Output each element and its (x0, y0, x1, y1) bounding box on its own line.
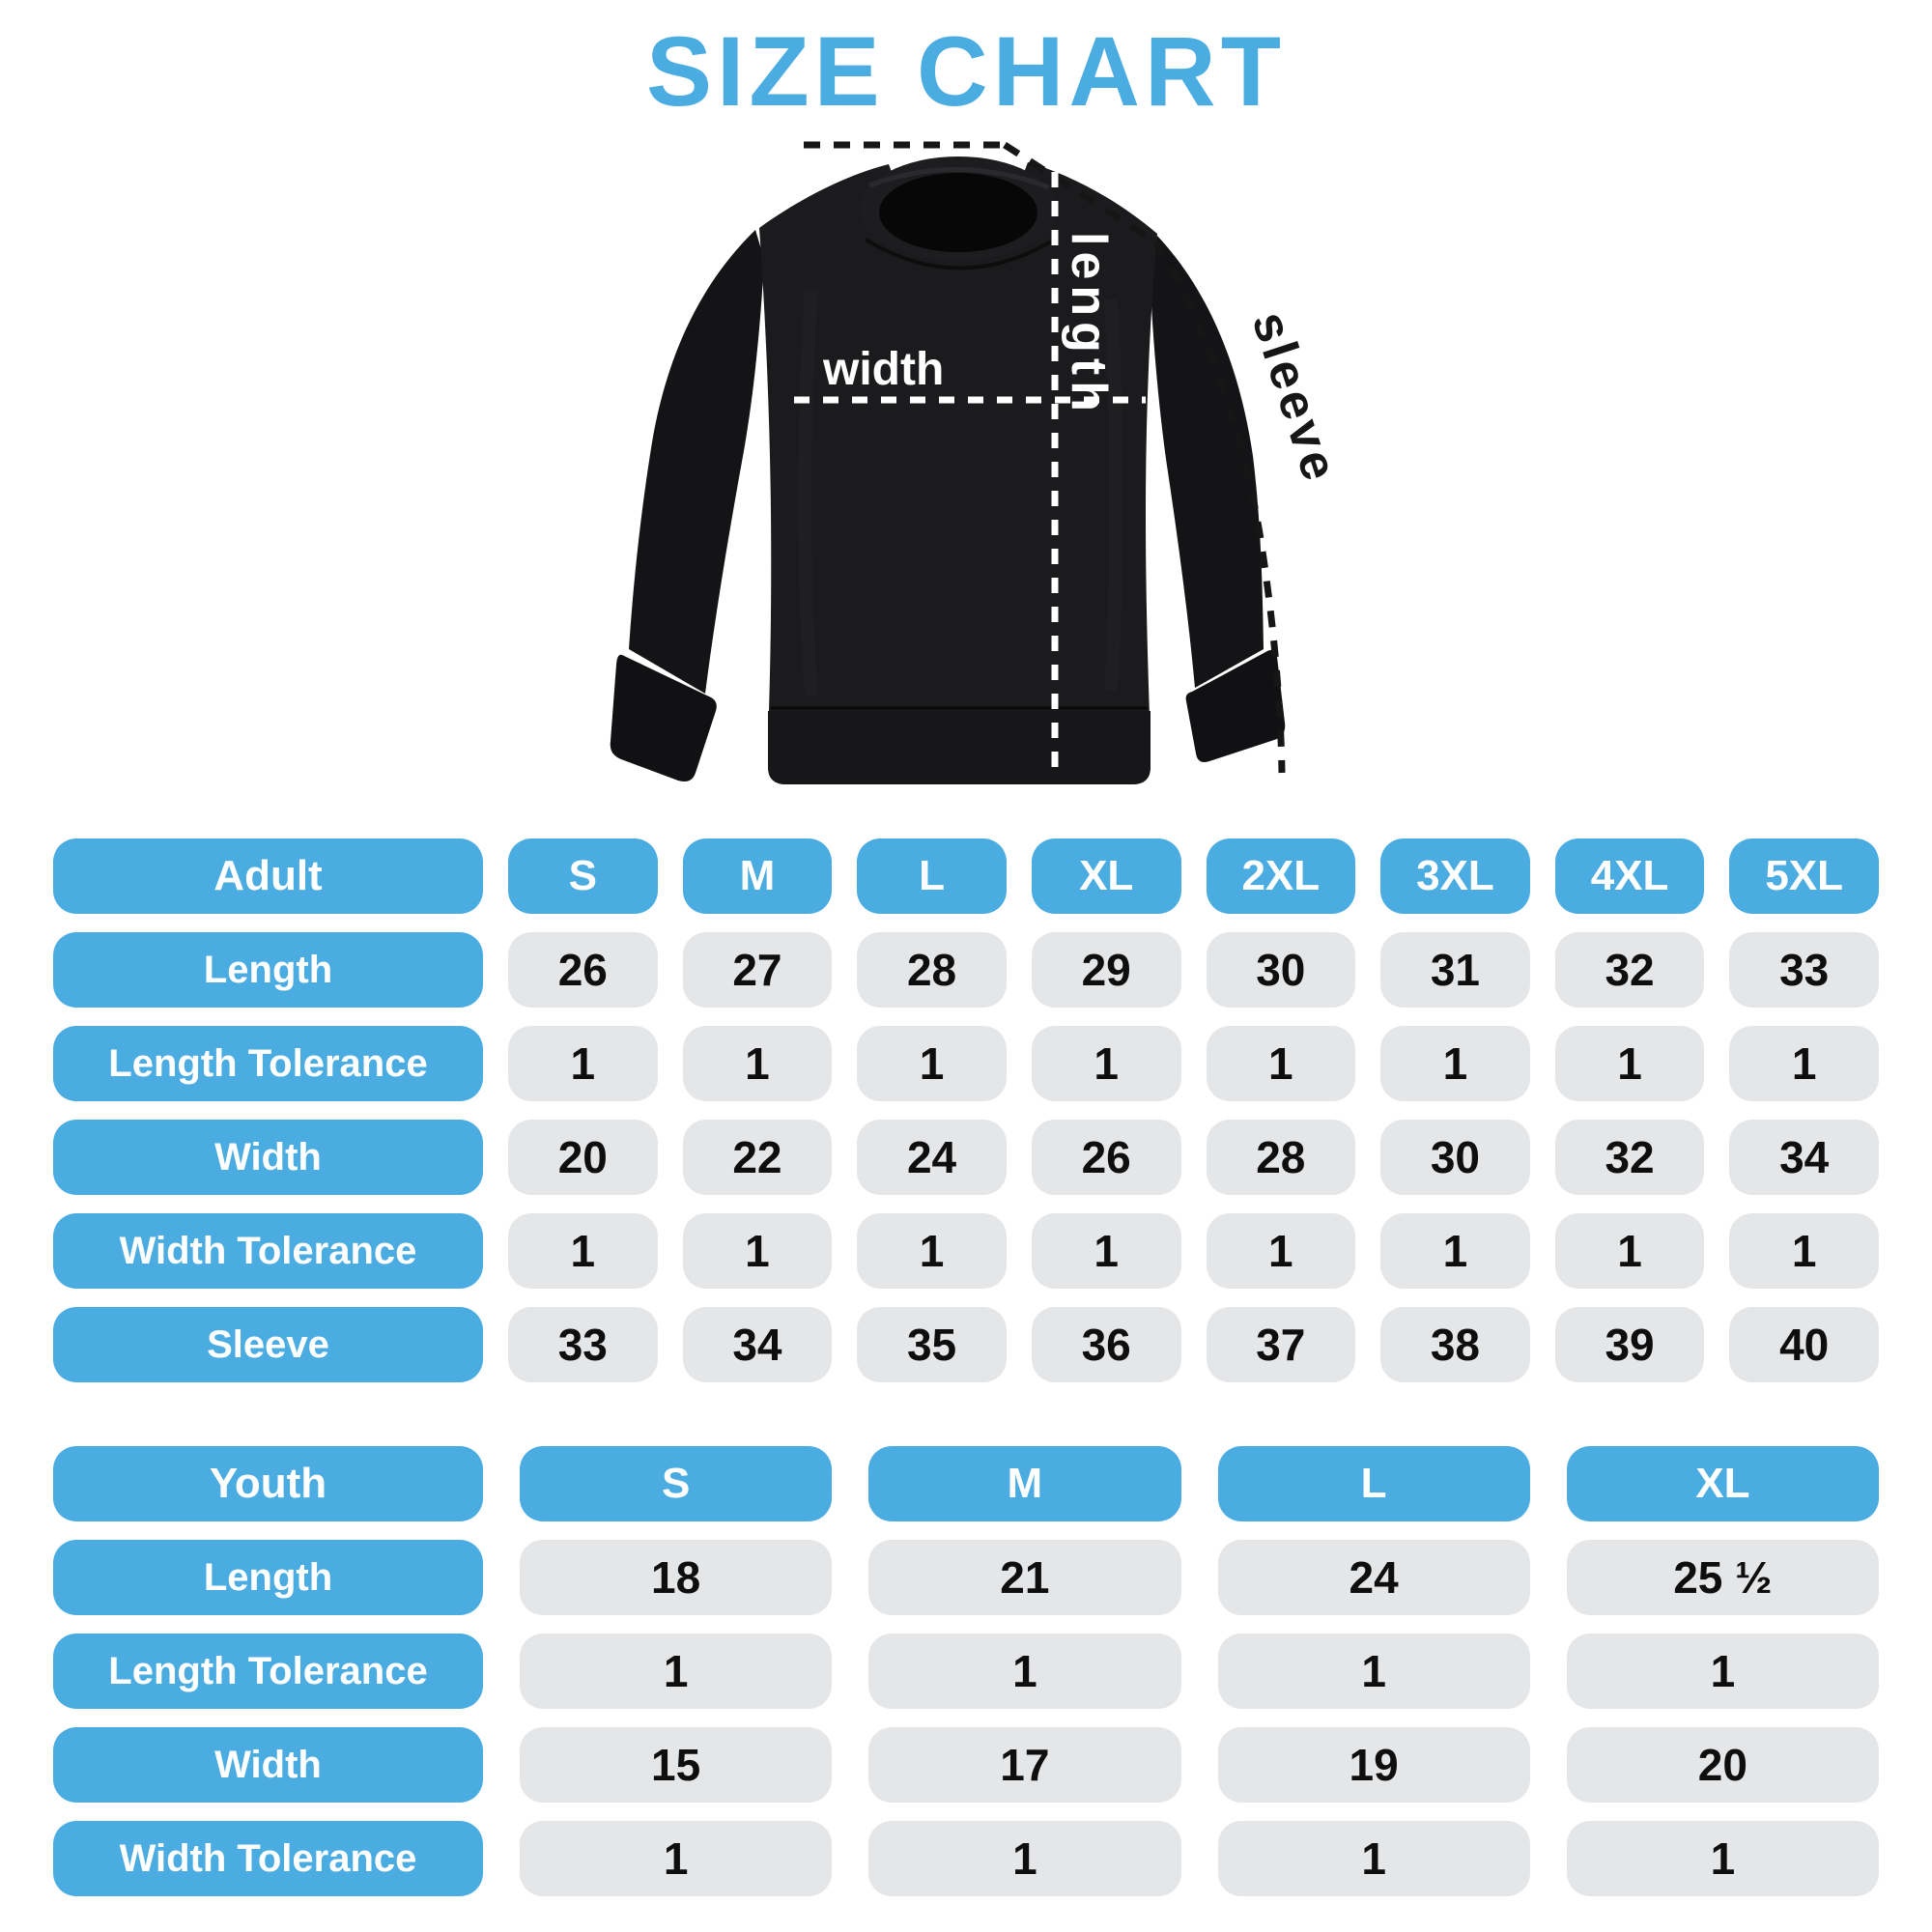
adult-value-cell: 1 (857, 1213, 1007, 1289)
sweatshirt-hem (768, 711, 1151, 784)
adult-value-cell: 1 (682, 1213, 833, 1289)
youth-value-cell: 1 (868, 1821, 1181, 1896)
adult-size-header: 2XL (1206, 838, 1356, 914)
youth-value-cell: 17 (868, 1727, 1181, 1803)
adult-value-cell: 1 (1031, 1213, 1181, 1289)
adult-value-cell: 1 (1554, 1026, 1705, 1101)
adult-value-cell: 33 (508, 1307, 658, 1382)
adult-size-header: L (857, 838, 1007, 914)
adult-value-cell: 1 (1554, 1213, 1705, 1289)
youth-size-header: L (1217, 1446, 1530, 1521)
youth-row-label: Length Tolerance (53, 1634, 483, 1709)
youth-value-cell: 1 (520, 1821, 833, 1896)
adult-value-cell: 30 (1206, 932, 1356, 1008)
adult-size-header: 4XL (1554, 838, 1705, 914)
adult-value-cell: 39 (1554, 1307, 1705, 1382)
youth-value-cell: 24 (1217, 1540, 1530, 1615)
adult-value-cell: 1 (1206, 1213, 1356, 1289)
adult-value-cell: 1 (1380, 1026, 1530, 1101)
adult-row-label: Width Tolerance (53, 1213, 483, 1289)
sleeve-measure-label: sleeve (1241, 305, 1350, 491)
adult-value-cell: 1 (1380, 1213, 1530, 1289)
adult-value-cell: 26 (1031, 1120, 1181, 1195)
adult-value-cell: 32 (1554, 1120, 1705, 1195)
adult-value-cell: 22 (682, 1120, 833, 1195)
fabric-fold-left (798, 289, 818, 696)
adult-value-cell: 38 (1380, 1307, 1530, 1382)
youth-row-label: Width Tolerance (53, 1821, 483, 1896)
adult-value-cell: 1 (508, 1213, 658, 1289)
adult-value-cell: 1 (1206, 1026, 1356, 1101)
youth-value-cell: 18 (520, 1540, 833, 1615)
youth-row-label: Length (53, 1540, 483, 1615)
sleeve-measure-line (1003, 142, 1286, 774)
youth-value-cell: 1 (868, 1634, 1181, 1709)
adult-value-cell: 1 (857, 1026, 1007, 1101)
adult-value-cell: 1 (1729, 1026, 1879, 1101)
youth-size-header: M (868, 1446, 1181, 1521)
fabric-fold-right (1104, 298, 1123, 692)
youth-size-table: Youth S M L XL Length 18 21 24 25 ½ Length Toleran… (53, 1446, 1879, 1896)
adult-size-table: Adult S M L XL 2XL 3XL 4XL 5XL Length 26 27 28 29 30 31… (53, 838, 1879, 1382)
adult-row-label: Length Tolerance (53, 1026, 483, 1101)
adult-value-cell: 30 (1380, 1120, 1530, 1195)
youth-value-cell: 15 (520, 1727, 833, 1803)
collar-seam (864, 238, 1053, 270)
adult-value-cell: 28 (857, 932, 1007, 1008)
sweatshirt-right-sleeve (1150, 236, 1264, 688)
youth-value-cell: 19 (1217, 1727, 1530, 1803)
youth-value-cell: 1 (1217, 1821, 1530, 1896)
adult-size-header: 5XL (1729, 838, 1879, 914)
adult-value-cell: 33 (1729, 932, 1879, 1008)
adult-value-cell: 24 (857, 1120, 1007, 1195)
collar-rim-highlight (868, 167, 1050, 190)
sweatshirt-left-cuff (610, 654, 717, 781)
youth-value-cell: 1 (1566, 1634, 1879, 1709)
youth-table-title: Youth (53, 1446, 483, 1521)
sweatshirt-image: width length sleeve (610, 141, 1350, 784)
youth-size-header: XL (1566, 1446, 1879, 1521)
adult-value-cell: 1 (1729, 1213, 1879, 1289)
sweatshirt-diagram: width length sleeve (522, 97, 1410, 831)
adult-value-cell: 34 (1729, 1120, 1879, 1195)
adult-value-cell: 35 (857, 1307, 1007, 1382)
page-title: SIZE CHART (646, 16, 1286, 127)
adult-size-header: M (682, 838, 833, 914)
length-measure-label: length (1061, 232, 1117, 417)
adult-value-cell: 32 (1554, 932, 1705, 1008)
sweatshirt-left-sleeve (629, 230, 764, 694)
youth-value-cell: 20 (1566, 1727, 1879, 1803)
youth-value-cell: 1 (1566, 1821, 1879, 1896)
adult-value-cell: 1 (1031, 1026, 1181, 1101)
adult-size-header: S (508, 838, 658, 914)
adult-value-cell: 27 (682, 932, 833, 1008)
collar-inner (879, 173, 1037, 252)
adult-value-cell: 20 (508, 1120, 658, 1195)
youth-value-cell: 21 (868, 1540, 1181, 1615)
adult-value-cell: 1 (508, 1026, 658, 1101)
adult-value-cell: 1 (682, 1026, 833, 1101)
adult-size-header: 3XL (1380, 838, 1530, 914)
adult-value-cell: 36 (1031, 1307, 1181, 1382)
youth-size-header: S (520, 1446, 833, 1521)
adult-value-cell: 34 (682, 1307, 833, 1382)
youth-value-cell: 1 (520, 1634, 833, 1709)
adult-row-label: Length (53, 932, 483, 1008)
adult-value-cell: 29 (1031, 932, 1181, 1008)
sweatshirt-right-cuff (1185, 649, 1286, 762)
adult-row-label: Width (53, 1120, 483, 1195)
adult-row-label: Sleeve (53, 1307, 483, 1382)
adult-value-cell: 28 (1206, 1120, 1356, 1195)
adult-value-cell: 31 (1380, 932, 1530, 1008)
youth-value-cell: 25 ½ (1566, 1540, 1879, 1615)
youth-row-label: Width (53, 1727, 483, 1803)
adult-table-title: Adult (53, 838, 483, 914)
adult-value-cell: 37 (1206, 1307, 1356, 1382)
adult-value-cell: 40 (1729, 1307, 1879, 1382)
youth-value-cell: 1 (1217, 1634, 1530, 1709)
width-measure-label: width (822, 344, 944, 395)
adult-size-header: XL (1031, 838, 1181, 914)
adult-value-cell: 26 (508, 932, 658, 1008)
